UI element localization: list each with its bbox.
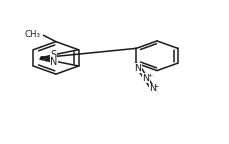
Text: −: − xyxy=(153,84,158,89)
Text: N: N xyxy=(142,74,149,83)
Text: N: N xyxy=(50,57,57,67)
Text: S: S xyxy=(50,50,57,60)
Text: +: + xyxy=(146,73,152,78)
Text: N: N xyxy=(134,64,141,73)
Text: CH₃: CH₃ xyxy=(25,31,41,39)
Text: N: N xyxy=(149,84,156,93)
